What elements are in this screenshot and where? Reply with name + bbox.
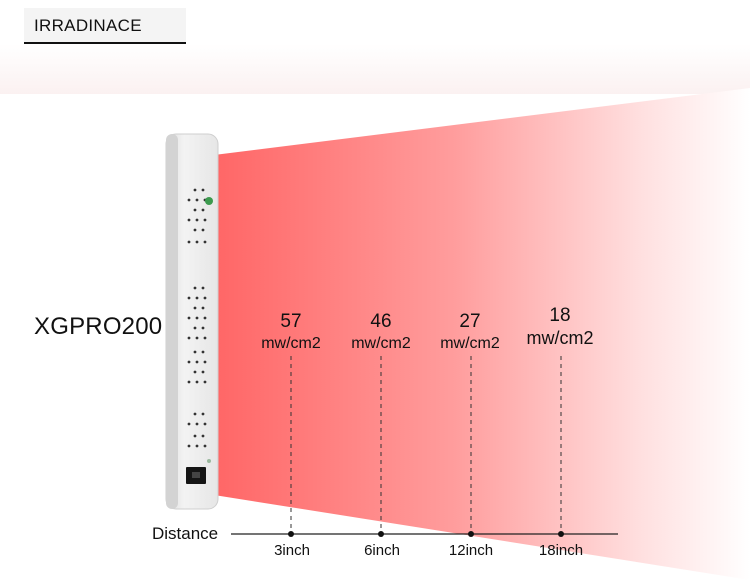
led-dot (201, 208, 205, 212)
led-dot (187, 316, 191, 320)
indicator-dot (207, 459, 211, 463)
tick-label-6inch: 6inch (364, 542, 400, 559)
led-dot (201, 370, 205, 374)
led-dot (187, 360, 191, 364)
title-box (24, 8, 186, 42)
reading-6inch: 46 mw/cm2 (351, 310, 411, 354)
led-dot (201, 434, 205, 438)
led-dot (187, 218, 191, 222)
led-dot (187, 422, 191, 426)
led-dot (201, 350, 205, 354)
axis-marker-3inch (288, 531, 294, 537)
led-dot (195, 380, 199, 384)
reading-unit: mw/cm2 (526, 328, 594, 348)
title-underline (24, 42, 186, 44)
led-dot (203, 336, 207, 340)
led-dot (195, 360, 199, 364)
led-dot (187, 240, 191, 244)
led-dot (203, 380, 207, 384)
measure-lines (290, 356, 562, 534)
led-dot (187, 444, 191, 448)
page-title: IRRADINACE (34, 16, 142, 35)
tick-label-12inch: 12inch (448, 542, 494, 559)
led-dot (203, 240, 207, 244)
led-dot (193, 306, 197, 310)
led-dot (195, 422, 199, 426)
distance-axis-label: Distance (152, 524, 219, 543)
led-dot (201, 228, 205, 232)
led-dot (193, 208, 197, 212)
reading-value: 18 (549, 305, 571, 326)
reading-unit: mw/cm2 (351, 335, 411, 352)
led-dot (195, 296, 199, 300)
reading-value: 27 (459, 311, 481, 332)
led-dot (203, 218, 207, 222)
led-dot (193, 434, 197, 438)
reading-unit: mw/cm2 (261, 335, 321, 352)
led-dot (187, 336, 191, 340)
axis-marker-12inch (468, 531, 474, 537)
axis-marker-6inch (378, 531, 384, 537)
led-array (187, 188, 207, 448)
led-dot (195, 198, 199, 202)
led-dot (195, 218, 199, 222)
tick-label-3inch: 3inch (274, 542, 310, 559)
reading-3inch: 57 mw/cm2 (261, 310, 321, 354)
axis-marker-18inch (558, 531, 564, 537)
led-dot (203, 422, 207, 426)
led-dot (203, 316, 207, 320)
led-dot (193, 188, 197, 192)
led-dot (187, 380, 191, 384)
led-dot (203, 296, 207, 300)
device-panel (165, 133, 219, 510)
led-dot (201, 326, 205, 330)
led-dot (193, 350, 197, 354)
led-dot (193, 326, 197, 330)
reading-value: 57 (280, 311, 302, 332)
led-dot (201, 286, 205, 290)
reading-18inch: 18 mw/cm2 (527, 304, 594, 348)
reading-unit: mw/cm2 (440, 335, 500, 352)
led-dot (193, 228, 197, 232)
background-band (0, 44, 750, 94)
led-dot (193, 412, 197, 416)
led-dot (203, 360, 207, 364)
light-beam (214, 88, 750, 580)
model-label: XGPRO200 (34, 313, 163, 340)
tick-label-18inch: 18inch (538, 542, 584, 559)
reading-value: 46 (370, 311, 392, 332)
led-dot (193, 286, 197, 290)
led-dot (201, 188, 205, 192)
led-dot (195, 444, 199, 448)
led-dot (187, 198, 191, 202)
led-dot (195, 316, 199, 320)
led-dot (195, 336, 199, 340)
led-dot (187, 296, 191, 300)
reading-12inch: 27 mw/cm2 (440, 310, 500, 354)
indicator-light (205, 197, 213, 205)
led-dot (203, 444, 207, 448)
led-dot (201, 306, 205, 310)
led-dot (201, 412, 205, 416)
led-dot (195, 240, 199, 244)
led-dot (193, 370, 197, 374)
